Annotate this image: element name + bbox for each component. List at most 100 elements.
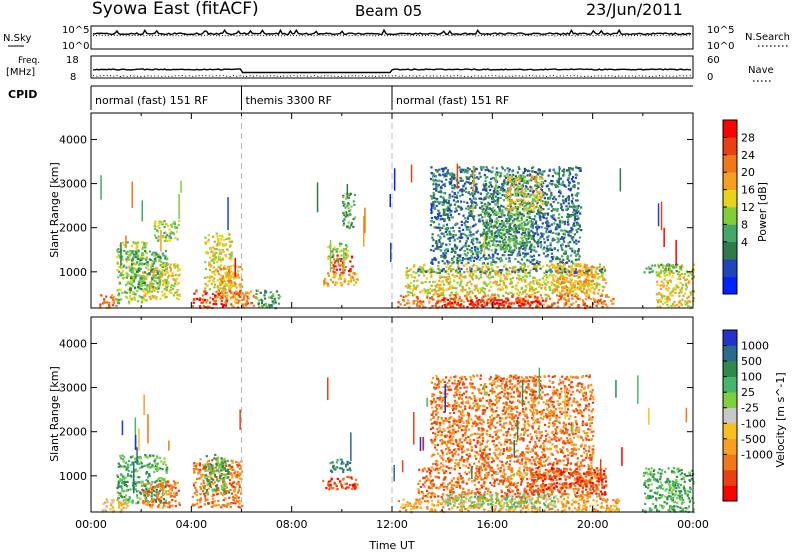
scatter-cell (527, 265, 530, 268)
scatter-cell (222, 244, 225, 247)
scatter-cell (117, 262, 120, 265)
scatter-cell (459, 195, 462, 198)
scatter-cell (593, 298, 596, 301)
scatter-cell (562, 199, 565, 202)
scatter-cell (442, 224, 445, 227)
scatter-cell (666, 295, 669, 298)
scatter-cell (533, 258, 536, 261)
scatter-cell (561, 267, 564, 270)
scatter-cell (487, 268, 490, 271)
scatter-cell (521, 301, 524, 304)
scatter-cell (217, 258, 220, 261)
scatter-cell (520, 233, 523, 236)
scatter-cell (433, 196, 436, 199)
scatter-cell (569, 189, 572, 192)
scatter-cell (134, 273, 137, 276)
scatter-cell (426, 292, 429, 295)
scatter-cell (523, 278, 526, 281)
scatter-cell (572, 222, 575, 225)
scatter-cell (572, 290, 575, 293)
scatter-cell (344, 266, 348, 269)
scatter-cell (216, 279, 219, 282)
scatter-streak (180, 180, 182, 193)
scatter-cell (465, 267, 469, 270)
scatter-cell (550, 193, 553, 196)
scatter-cell (175, 226, 178, 229)
scatter-cell (517, 190, 520, 193)
scatter-cell (445, 172, 448, 175)
scatter-cell (473, 263, 476, 266)
scatter-cell (555, 288, 558, 291)
scatter-cell (555, 294, 559, 297)
scatter-cell (490, 177, 493, 180)
scatter-cell (599, 269, 602, 272)
scatter-cell (204, 267, 208, 271)
scatter-cell (569, 173, 572, 176)
scatter-cell (522, 290, 525, 294)
scatter-cell (214, 283, 217, 286)
scatter-cell (460, 280, 463, 284)
scatter-cell (460, 188, 463, 191)
scatter-cell (551, 264, 555, 267)
scatter-cell (552, 197, 555, 200)
scatter-cell (136, 255, 139, 258)
scatter-streak (363, 216, 365, 247)
scatter-cell (501, 234, 504, 237)
scatter-cell (245, 291, 248, 294)
scatter-cell (436, 200, 439, 203)
scatter-cell (531, 167, 534, 170)
scatter-cell (573, 284, 576, 287)
scatter-cell (536, 281, 539, 284)
scatter-cell (435, 242, 438, 245)
scatter-cell (431, 178, 434, 181)
scatter-cell (508, 247, 511, 250)
scatter-cell (530, 248, 533, 251)
scatter-cell (548, 230, 551, 233)
scatter-cell (531, 186, 534, 189)
scatter-cell (434, 284, 437, 288)
scatter-cell (570, 205, 573, 208)
scatter-cell (213, 253, 216, 256)
scatter-cell (594, 277, 597, 280)
scatter-cell (491, 197, 494, 200)
scatter-cell (404, 285, 407, 288)
scatter-cell (545, 185, 548, 188)
scatter-cell (692, 275, 696, 278)
scatter-cell (572, 224, 575, 227)
scatter-cell (520, 222, 523, 225)
scatter-cell (574, 173, 577, 176)
scatter-cell (520, 258, 523, 261)
scatter-cell (587, 296, 590, 299)
scatter-cell (537, 208, 540, 211)
scatter-cell (473, 269, 476, 272)
scatter-cell (505, 191, 509, 194)
scatter-cell (482, 166, 485, 169)
scatter-cell (116, 261, 119, 264)
scatter-cell (571, 268, 574, 271)
scatter-cell (136, 274, 139, 277)
scatter-cell (563, 236, 566, 239)
scatter-cell (442, 289, 445, 292)
scatter-cell (474, 250, 477, 253)
scatter-cell (522, 275, 525, 278)
scatter-cell (514, 269, 517, 272)
scatter-cell (562, 297, 566, 301)
scatter-cell (567, 213, 571, 217)
scatter-streak (346, 184, 349, 198)
scatter-cell (445, 243, 448, 246)
scatter-cell (452, 279, 456, 282)
scatter-cell (355, 281, 358, 284)
scatter-cell (541, 177, 544, 180)
scatter-cell (175, 291, 178, 294)
scatter-cell (521, 175, 524, 178)
scatter-cell (530, 175, 533, 178)
scatter-cell (442, 183, 445, 186)
scatter-cell (587, 276, 590, 279)
scatter-cell (556, 279, 559, 282)
scatter-cell (435, 240, 438, 243)
scatter-cell (687, 305, 690, 308)
scatter-cell (526, 271, 529, 275)
scatter-cell (125, 291, 128, 294)
scatter-cell (166, 270, 169, 273)
